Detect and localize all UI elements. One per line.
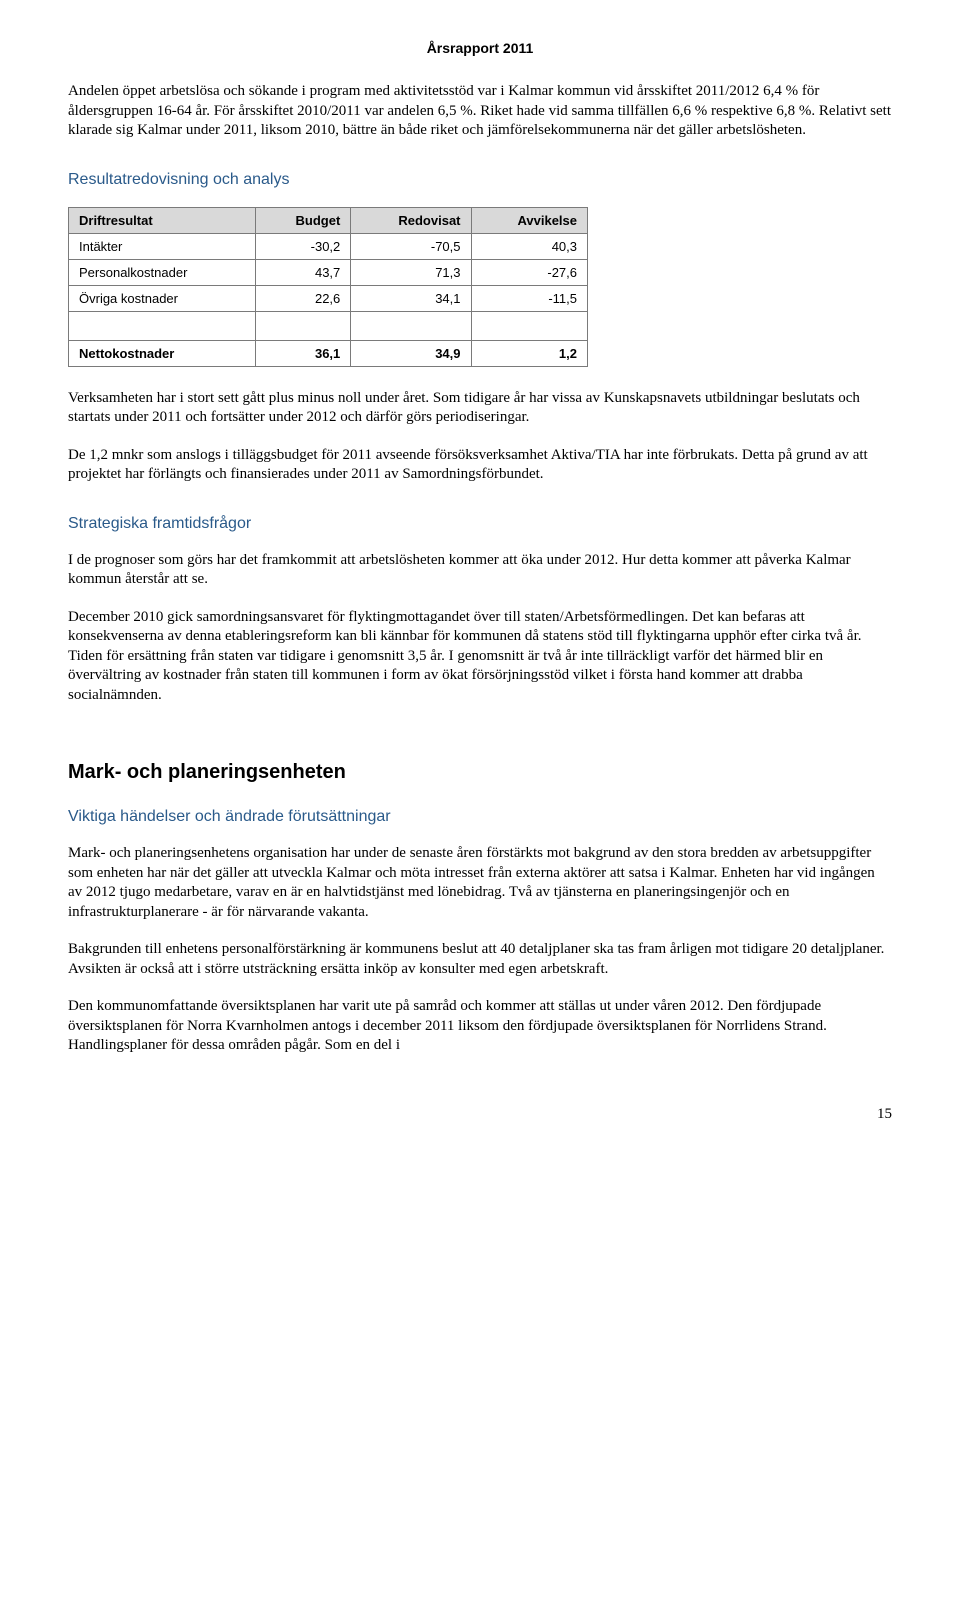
cell-budget: 22,6 [256, 285, 351, 311]
paragraph-prognoser: I de prognoser som görs har det framkomm… [68, 551, 892, 590]
paragraph-intro: Andelen öppet arbetslösa och sökande i p… [68, 82, 892, 141]
heading-resultat: Resultatredovisning och analys [68, 171, 892, 189]
heading-viktiga: Viktiga händelser och ändrade förutsättn… [68, 808, 892, 826]
paragraph-tillagg: De 1,2 mnkr som anslogs i tilläggsbudget… [68, 446, 892, 485]
document-header: Årsrapport 2011 [68, 40, 892, 56]
cell-avvikelse: -11,5 [471, 285, 587, 311]
paragraph-december: December 2010 gick samordningsansvaret f… [68, 608, 892, 706]
cell-total-budget: 36,1 [256, 340, 351, 366]
table-total-row: Nettokostnader 36,1 34,9 1,2 [69, 340, 588, 366]
col-redovisat: Redovisat [351, 207, 471, 233]
driftresultat-table: Driftresultat Budget Redovisat Avvikelse… [68, 207, 588, 367]
col-driftresultat: Driftresultat [69, 207, 256, 233]
cell-total-avvikelse: 1,2 [471, 340, 587, 366]
cell-label: Personalkostnader [69, 259, 256, 285]
heading-mark-planering: Mark- och planeringsenheten [68, 761, 892, 784]
cell-redovisat: -70,5 [351, 233, 471, 259]
cell-redovisat: 71,3 [351, 259, 471, 285]
cell-avvikelse: -27,6 [471, 259, 587, 285]
cell-redovisat: 34,1 [351, 285, 471, 311]
table-row: Personalkostnader 43,7 71,3 -27,6 [69, 259, 588, 285]
col-budget: Budget [256, 207, 351, 233]
table-header-row: Driftresultat Budget Redovisat Avvikelse [69, 207, 588, 233]
table-row: Intäkter -30,2 -70,5 40,3 [69, 233, 588, 259]
cell-total-label: Nettokostnader [69, 340, 256, 366]
paragraph-oversiktsplan: Den kommunomfattande översiktsplanen har… [68, 997, 892, 1056]
cell-avvikelse: 40,3 [471, 233, 587, 259]
table-row: Övriga kostnader 22,6 34,1 -11,5 [69, 285, 588, 311]
cell-label: Övriga kostnader [69, 285, 256, 311]
cell-budget: 43,7 [256, 259, 351, 285]
cell-budget: -30,2 [256, 233, 351, 259]
paragraph-verksamhet: Verksamheten har i stort sett gått plus … [68, 389, 892, 428]
page-number: 15 [68, 1106, 892, 1123]
cell-total-redovisat: 34,9 [351, 340, 471, 366]
table-spacer-row [69, 311, 588, 340]
col-avvikelse: Avvikelse [471, 207, 587, 233]
document-page: Årsrapport 2011 Andelen öppet arbetslösa… [0, 0, 960, 1163]
heading-strategiska: Strategiska framtidsfrågor [68, 515, 892, 533]
paragraph-bakgrund: Bakgrunden till enhetens personalförstär… [68, 940, 892, 979]
paragraph-organisation: Mark- och planeringsenhetens organisatio… [68, 844, 892, 922]
cell-label: Intäkter [69, 233, 256, 259]
